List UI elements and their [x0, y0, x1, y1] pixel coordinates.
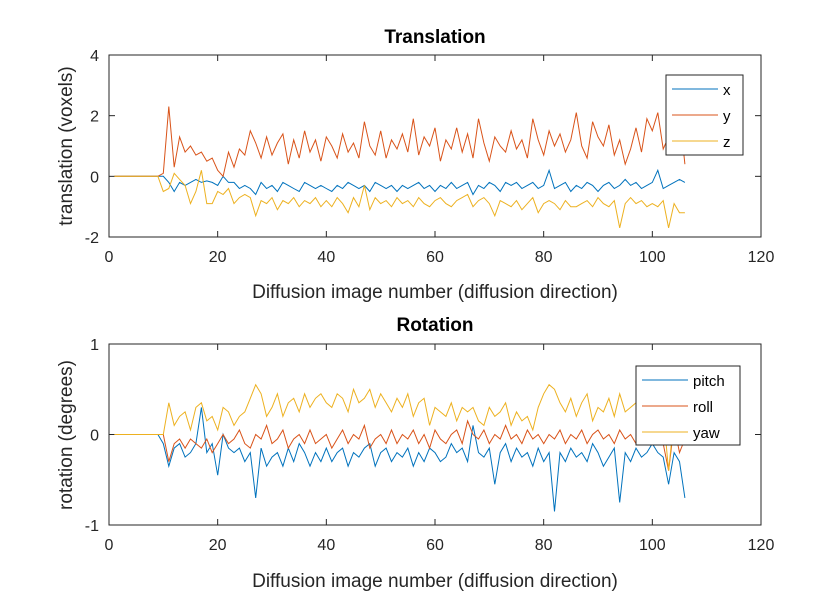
translation-series-x: [114, 168, 686, 196]
rotation-ytick-label: -1: [85, 518, 99, 535]
rotation-xtick-label: 40: [317, 537, 335, 554]
translation-xtick-label: 20: [209, 249, 227, 266]
legend-label-z: z: [723, 134, 731, 151]
translation-xtick-label: 60: [426, 249, 444, 266]
legend-label-y: y: [723, 108, 731, 125]
translation-axes-box: [108, 54, 762, 238]
legend-label-x: x: [723, 82, 731, 99]
rotation-legend: pitch roll yaw: [635, 365, 741, 446]
rotation-panel: Rotation Diffusion image number (diffusi…: [56, 315, 774, 592]
translation-series-z: [114, 170, 685, 229]
rotation-xtick-label: 120: [748, 537, 775, 554]
rotation-xlabel: Diffusion image number (diffusion direct…: [252, 571, 618, 592]
translation-ytick-label: 0: [90, 169, 99, 186]
rotation-ytick-label: 0: [90, 428, 99, 445]
rotation-xtick-label: 20: [209, 537, 227, 554]
rotation-title: Rotation: [396, 315, 473, 336]
translation-title: Translation: [384, 27, 485, 48]
rotation-xtick-label: 0: [105, 537, 114, 554]
translation-ytick-label: 2: [90, 109, 99, 126]
translation-ytick-label: 4: [90, 48, 99, 65]
translation-xtick-label: 80: [535, 249, 553, 266]
translation-panel: Translation Diffusion image number (diff…: [56, 27, 774, 303]
translation-xlabel: Diffusion image number (diffusion direct…: [252, 282, 618, 303]
translation-ytick-label: -2: [85, 230, 99, 247]
rotation-ylabel: rotation (degrees): [56, 360, 77, 510]
rotation-series-yaw: [114, 383, 686, 471]
legend-label-yaw: yaw: [693, 425, 720, 442]
translation-xtick-label: 40: [317, 249, 335, 266]
legend-label-pitch: pitch: [693, 373, 725, 390]
rotation-xtick-label: 60: [426, 537, 444, 554]
rotation-series-roll: [114, 419, 686, 471]
translation-legend: x y z: [665, 74, 744, 156]
rotation-xtick-label: 80: [535, 537, 553, 554]
rotation-xtick-label: 100: [639, 537, 666, 554]
rotation-series-pitch: [114, 407, 686, 512]
translation-xtick-label: 120: [748, 249, 775, 266]
translation-ylabel: translation (voxels): [56, 66, 77, 225]
rotation-ytick-label: 1: [90, 337, 99, 354]
translation-xtick-label: 100: [639, 249, 666, 266]
translation-xtick-label: 0: [105, 249, 114, 266]
translation-series-y: [114, 106, 686, 178]
legend-label-roll: roll: [693, 399, 713, 416]
